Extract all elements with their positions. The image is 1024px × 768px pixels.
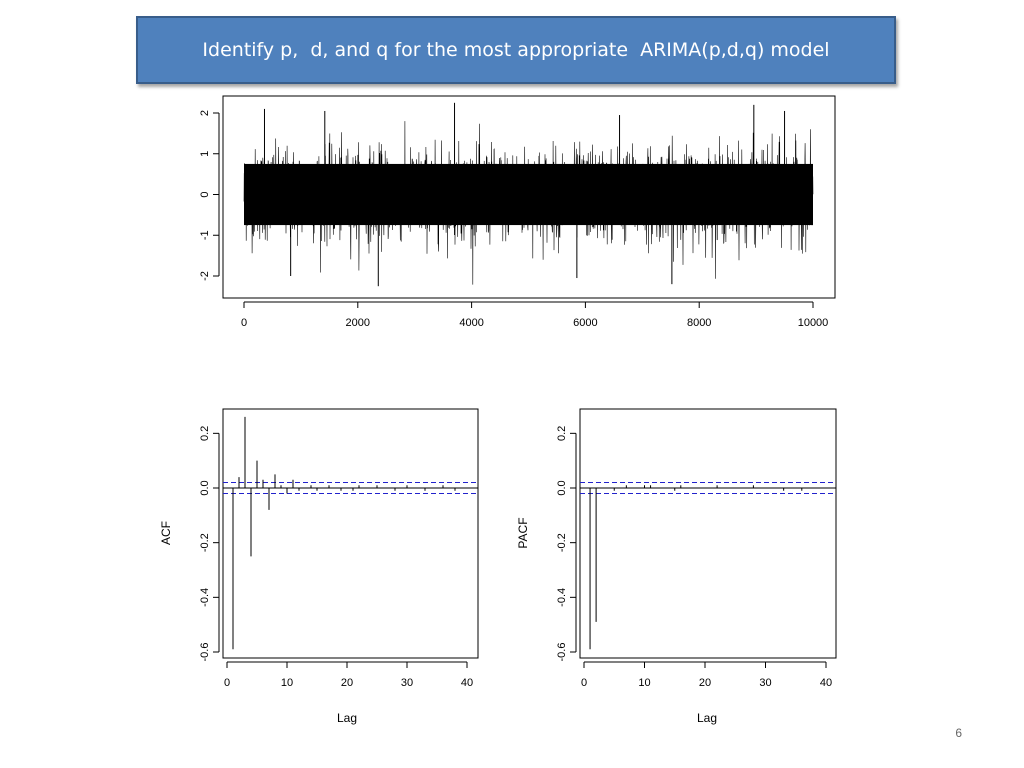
acf-panel: 0 10 20 30 40 -0.6 -0.4 -0.2 0.0 0.2 Lag ACF bbox=[159, 408, 479, 725]
pacf-axes: 0 10 20 30 40 -0.6 -0.4 -0.2 0.0 0.2 bbox=[556, 426, 832, 689]
pacf-y-tick-label: -0.2 bbox=[556, 533, 568, 552]
pacf-x-tick-label: 20 bbox=[699, 677, 711, 689]
acf-y-tick-label: -0.2 bbox=[199, 533, 211, 552]
acf-xlabel: Lag bbox=[337, 711, 357, 725]
pacf-x-tick-label: 40 bbox=[820, 677, 832, 689]
pacf-y-tick-label: -0.6 bbox=[556, 643, 568, 662]
time-series-x-tick-label: 0 bbox=[241, 317, 247, 329]
pacf-xlabel: Lag bbox=[697, 711, 717, 725]
acf-ylabel: ACF bbox=[159, 521, 173, 545]
slide-title-box: Identify p, d, and q for the most approp… bbox=[136, 16, 896, 84]
acf-x-tick-label: 0 bbox=[224, 677, 230, 689]
pacf-y-tick-label: 0.0 bbox=[556, 480, 568, 495]
pacf-x-tick-label: 0 bbox=[581, 677, 587, 689]
time-series-y-tick-label: -1 bbox=[199, 230, 211, 240]
acf-frame bbox=[222, 408, 479, 659]
acf-x-tick-label: 20 bbox=[341, 677, 353, 689]
time-series-axes: 0 2000 4000 6000 8000 10000 -2 -1 0 1 2 bbox=[199, 110, 828, 329]
time-series-lines bbox=[243, 102, 814, 287]
pacf-content bbox=[580, 482, 836, 650]
acf-y-tick-label: -0.6 bbox=[199, 643, 211, 662]
acf-x-tick-label: 30 bbox=[401, 677, 413, 689]
time-series-x-tick-label: 2000 bbox=[346, 317, 370, 329]
pacf-ylabel: PACF bbox=[516, 517, 530, 548]
acf-y-tick-label: 0.0 bbox=[199, 480, 211, 495]
acf-content bbox=[223, 416, 478, 650]
pacf-y-tick-label: -0.4 bbox=[556, 588, 568, 607]
pacf-panel: 0 10 20 30 40 -0.6 -0.4 -0.2 0.0 0.2 Lag PACF bbox=[516, 408, 837, 725]
time-series-dense-band bbox=[244, 163, 813, 226]
acf-x-tick-label: 40 bbox=[461, 677, 473, 689]
time-series-panel: 0 2000 4000 6000 8000 10000 -2 -1 0 1 2 bbox=[199, 95, 836, 329]
time-series-x-tick-label: 8000 bbox=[687, 317, 711, 329]
time-series-frame bbox=[222, 95, 836, 299]
time-series-x-tick-label: 6000 bbox=[573, 317, 597, 329]
time-series-y-tick-label: 1 bbox=[199, 151, 211, 157]
acf-axes: 0 10 20 30 40 -0.6 -0.4 -0.2 0.0 0.2 bbox=[199, 426, 473, 689]
acf-y-tick-label: -0.4 bbox=[199, 588, 211, 607]
time-series-y-tick-label: -2 bbox=[199, 271, 211, 281]
time-series-x-tick-label: 4000 bbox=[459, 317, 483, 329]
slide-title: Identify p, d, and q for the most approp… bbox=[202, 39, 830, 61]
pacf-x-tick-label: 10 bbox=[638, 677, 650, 689]
acf-x-tick-label: 10 bbox=[281, 677, 293, 689]
time-series-y-tick-label: 0 bbox=[199, 191, 211, 197]
time-series-y-tick-label: 2 bbox=[199, 110, 211, 116]
pacf-y-tick-label: 0.2 bbox=[556, 426, 568, 441]
page-number: 6 bbox=[955, 726, 962, 740]
pacf-x-tick-label: 30 bbox=[759, 677, 771, 689]
acf-y-tick-label: 0.2 bbox=[199, 426, 211, 441]
pacf-frame bbox=[579, 408, 837, 659]
time-series-x-tick-label: 10000 bbox=[798, 317, 829, 329]
